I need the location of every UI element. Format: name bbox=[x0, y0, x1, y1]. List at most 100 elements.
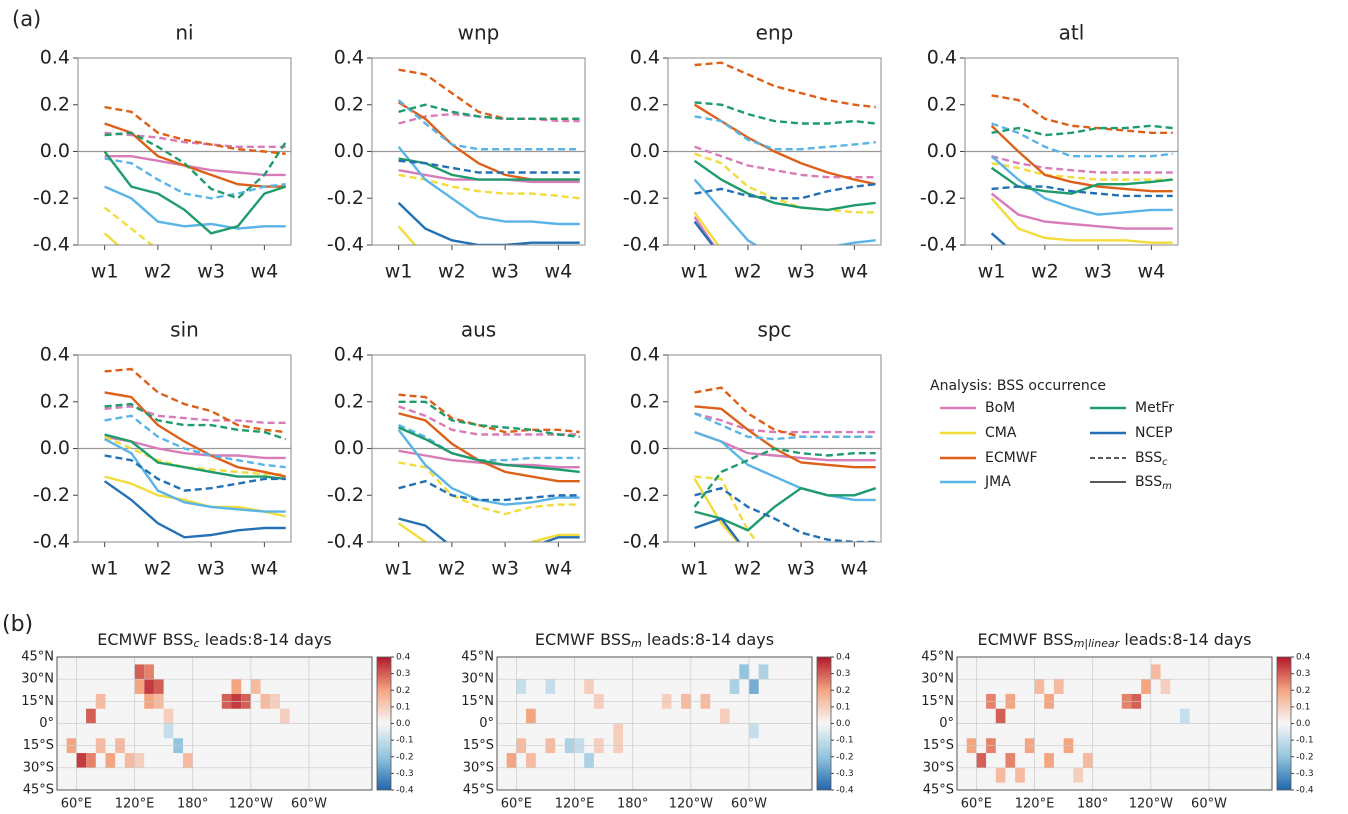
x-tick-label: w3 bbox=[197, 261, 225, 283]
cell bbox=[1083, 753, 1093, 768]
series-line bbox=[990, 166, 1173, 195]
series-line bbox=[104, 405, 286, 424]
cell bbox=[613, 723, 623, 739]
x-tick-label: w3 bbox=[787, 261, 815, 283]
series-line bbox=[104, 433, 286, 481]
lines bbox=[990, 94, 1173, 245]
cell bbox=[86, 708, 96, 724]
x-tick-label: w1 bbox=[978, 261, 1006, 283]
plot-frame bbox=[667, 57, 882, 246]
colorbar-tick-label: -0.3 bbox=[836, 769, 854, 779]
series-line bbox=[104, 402, 287, 441]
legend-label: ECMWF bbox=[985, 450, 1038, 466]
x-tick-label: w2 bbox=[438, 558, 466, 580]
x-tick-label: w4 bbox=[545, 261, 573, 283]
cell bbox=[758, 664, 769, 680]
x-tick-label: 120°W bbox=[669, 797, 713, 812]
map-panel: ECMWF BSSm leads:8-14 days 60°E 120°E 180° 1… bbox=[461, 630, 854, 812]
line-panel: atl 0.4 0.2 0.0 -0.2 -0.4 w1 w2 w3 w4 bbox=[920, 21, 1179, 283]
x-tick-label: w4 bbox=[841, 558, 869, 580]
colorbar-tick-label: 0.3 bbox=[1296, 669, 1310, 679]
series-line bbox=[104, 122, 286, 188]
series-line bbox=[693, 447, 876, 508]
colorbar-tick-label: 0.3 bbox=[836, 669, 850, 679]
x-tick-label: w4 bbox=[545, 558, 573, 580]
series-line bbox=[398, 412, 580, 483]
x-tick-label: 180° bbox=[617, 797, 648, 812]
colorbar-tick-label: 0.4 bbox=[396, 653, 411, 663]
cell bbox=[976, 753, 987, 768]
colorbar-tick-label: 0.1 bbox=[396, 702, 410, 712]
colorbar-tick-label: 0.0 bbox=[836, 719, 851, 729]
cell bbox=[1044, 753, 1054, 768]
series-line bbox=[104, 155, 286, 177]
title-sub: m bbox=[631, 637, 642, 650]
y-tick-label: 0.2 bbox=[927, 93, 957, 115]
x-tick-label: w1 bbox=[681, 261, 709, 283]
series-line bbox=[694, 101, 876, 125]
cell bbox=[1160, 679, 1171, 694]
cell bbox=[134, 679, 145, 694]
y-tick-label: 0.2 bbox=[40, 390, 70, 412]
cell bbox=[183, 753, 193, 768]
y-tick-label: 15°S bbox=[23, 738, 54, 753]
series-line bbox=[104, 105, 286, 155]
legend-label: BSSc bbox=[1135, 450, 1168, 468]
cell bbox=[584, 753, 594, 768]
series-line bbox=[104, 438, 286, 513]
plot-frame bbox=[77, 57, 292, 246]
colorbar-tick-label: 0.2 bbox=[1296, 686, 1310, 696]
y-tick-label: 45°N bbox=[921, 650, 954, 665]
series-line bbox=[398, 479, 580, 502]
series-line bbox=[397, 522, 580, 542]
plot-frame bbox=[371, 354, 586, 543]
y-tick-label: 0.0 bbox=[630, 437, 660, 459]
y-tick-label: -0.2 bbox=[327, 187, 364, 209]
series-line bbox=[990, 192, 1173, 230]
series-line bbox=[398, 517, 580, 542]
colorbar-tick-label: -0.3 bbox=[1296, 769, 1314, 779]
series-line bbox=[397, 429, 580, 506]
cell bbox=[1073, 767, 1083, 783]
series-line bbox=[104, 391, 286, 478]
colorbar bbox=[816, 656, 832, 791]
x-tick-label: 120°W bbox=[1129, 797, 1173, 812]
series-line bbox=[398, 112, 580, 125]
map-frame bbox=[956, 656, 1273, 791]
title-sub: m|linear bbox=[1074, 637, 1121, 650]
y-tick-label: 0.4 bbox=[40, 344, 70, 366]
colorbar bbox=[1276, 656, 1292, 791]
x-tick-label: w2 bbox=[438, 261, 466, 283]
series-line bbox=[103, 480, 286, 539]
lines bbox=[693, 61, 876, 245]
colorbar-tick-label: -0.4 bbox=[836, 786, 854, 796]
cell bbox=[749, 679, 759, 694]
cell bbox=[1034, 679, 1045, 694]
x-tick-label: w4 bbox=[1138, 261, 1166, 283]
colorbar-tick-label: -0.3 bbox=[396, 769, 414, 779]
y-tick-label: 0.0 bbox=[630, 140, 660, 162]
series-line bbox=[694, 386, 876, 438]
series-line bbox=[694, 183, 876, 200]
colorbar-tick-label: -0.4 bbox=[396, 786, 414, 796]
series-line bbox=[693, 159, 876, 212]
series-line bbox=[398, 173, 580, 200]
y-tick-label: -0.2 bbox=[920, 187, 957, 209]
cell bbox=[516, 679, 527, 694]
map-title: ECMWF BSSm leads:8-14 days bbox=[535, 630, 774, 651]
line-panel: wnp 0.4 0.2 0.0 -0.2 -0.4 w1 w2 w3 w4 bbox=[327, 21, 586, 283]
legend-title: Analysis: BSS occurrence bbox=[930, 378, 1106, 394]
colorbar-tick-label: -0.2 bbox=[396, 752, 414, 762]
legend-label: BSSm bbox=[1135, 474, 1172, 492]
series-line bbox=[398, 426, 580, 474]
cell bbox=[545, 679, 556, 694]
y-tick-label: 30°N bbox=[921, 672, 954, 687]
map-title: ECMWF BSSm|linear leads:8-14 days bbox=[978, 630, 1252, 651]
x-tick-label: 120°E bbox=[555, 797, 595, 812]
cell bbox=[163, 723, 174, 739]
y-tick-label: 0.0 bbox=[334, 140, 364, 162]
x-tick-label: 120°E bbox=[115, 797, 155, 812]
y-tick-label: 0.4 bbox=[40, 47, 70, 69]
lines bbox=[693, 386, 877, 542]
y-tick-label: 45°N bbox=[461, 650, 494, 665]
